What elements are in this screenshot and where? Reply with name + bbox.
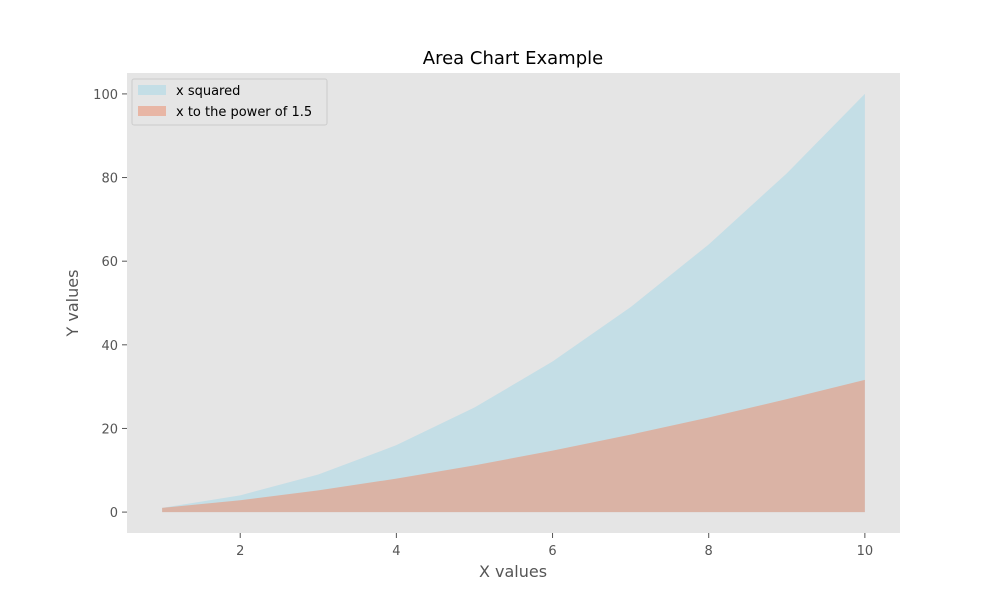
x-tick-label: 8 [705,544,713,559]
x-axis-label: X values [479,562,547,581]
y-tick-label: 40 [101,339,118,354]
y-axis-ticks: 0 20 40 60 80 100 [93,88,127,521]
y-tick-label: 20 [101,422,118,437]
chart-title: Area Chart Example [423,48,603,69]
series-layer [162,93,865,513]
legend-swatch-x-squared [138,85,166,95]
legend-box [131,78,328,126]
y-tick-label: 80 [101,172,118,187]
y-tick-label: 100 [93,88,118,103]
legend: x squared x to the power of 1.5 [131,78,328,126]
x-tick-label: 4 [392,544,400,559]
area-series-0 [162,93,865,513]
x-tick-label: 10 [857,544,874,559]
x-tick-label: 2 [236,544,244,559]
legend-swatch-x-power-1-5 [138,106,166,116]
y-axis-label: Y values [63,270,82,338]
y-tick-label: 60 [101,255,118,270]
legend-label-x-squared: x squared [176,84,240,99]
legend-label-x-power-1-5: x to the power of 1.5 [176,105,312,120]
y-tick-label: 0 [110,506,118,521]
x-tick-label: 6 [548,544,556,559]
area-series-1 [162,379,865,513]
x-axis-ticks: 2 4 6 8 10 [236,533,873,559]
